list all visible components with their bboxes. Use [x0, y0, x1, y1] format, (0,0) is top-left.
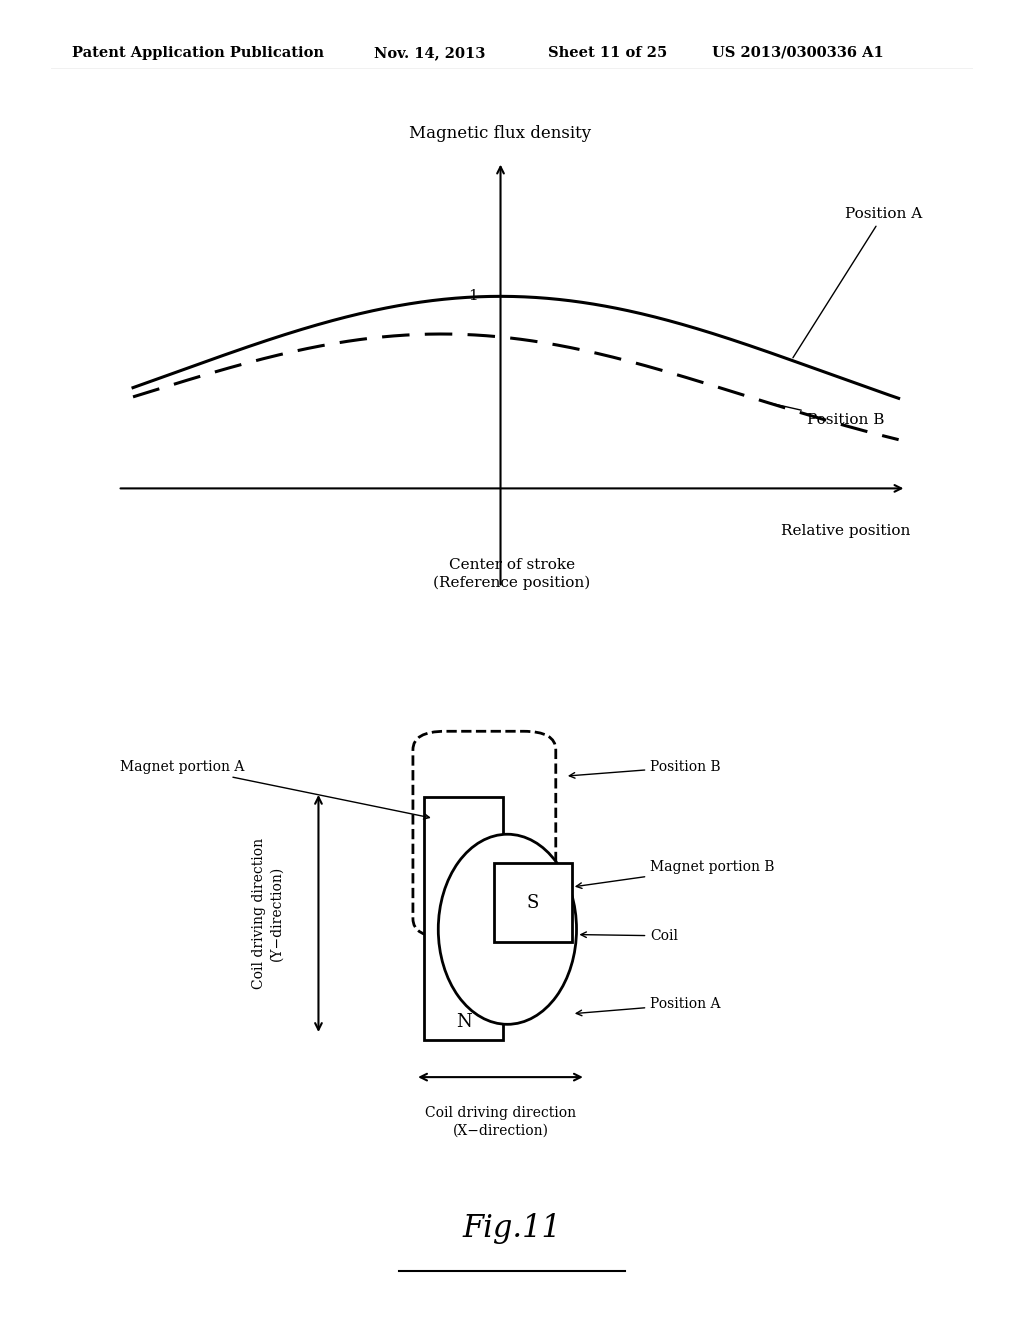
Text: Position A: Position A	[793, 207, 923, 358]
Text: Position A: Position A	[577, 998, 721, 1015]
Text: Coil driving direction
(X−direction): Coil driving direction (X−direction)	[425, 1106, 577, 1138]
Text: Nov. 14, 2013: Nov. 14, 2013	[374, 46, 485, 59]
Text: Center of stroke
(Reference position): Center of stroke (Reference position)	[433, 557, 591, 590]
Text: Coil driving direction
(Y−direction): Coil driving direction (Y−direction)	[252, 838, 284, 989]
Text: Magnetic flux density: Magnetic flux density	[410, 125, 592, 143]
Ellipse shape	[438, 834, 577, 1024]
Bar	[425, 797, 503, 1040]
Text: Magnet portion A: Magnet portion A	[121, 760, 429, 820]
Text: Position B: Position B	[569, 760, 721, 779]
Text: Coil: Coil	[581, 929, 678, 942]
Text: US 2013/0300336 A1: US 2013/0300336 A1	[712, 46, 884, 59]
Text: S: S	[526, 894, 539, 912]
Text: Sheet 11 of 25: Sheet 11 of 25	[548, 46, 667, 59]
Text: Patent Application Publication: Patent Application Publication	[72, 46, 324, 59]
Text: Magnet portion B: Magnet portion B	[577, 861, 775, 888]
Bar	[494, 863, 571, 942]
Text: N: N	[456, 1012, 471, 1031]
Text: 1: 1	[468, 289, 477, 304]
Text: Fig.11: Fig.11	[463, 1213, 561, 1245]
Text: Position B: Position B	[771, 404, 884, 428]
Text: Relative position: Relative position	[780, 524, 910, 539]
